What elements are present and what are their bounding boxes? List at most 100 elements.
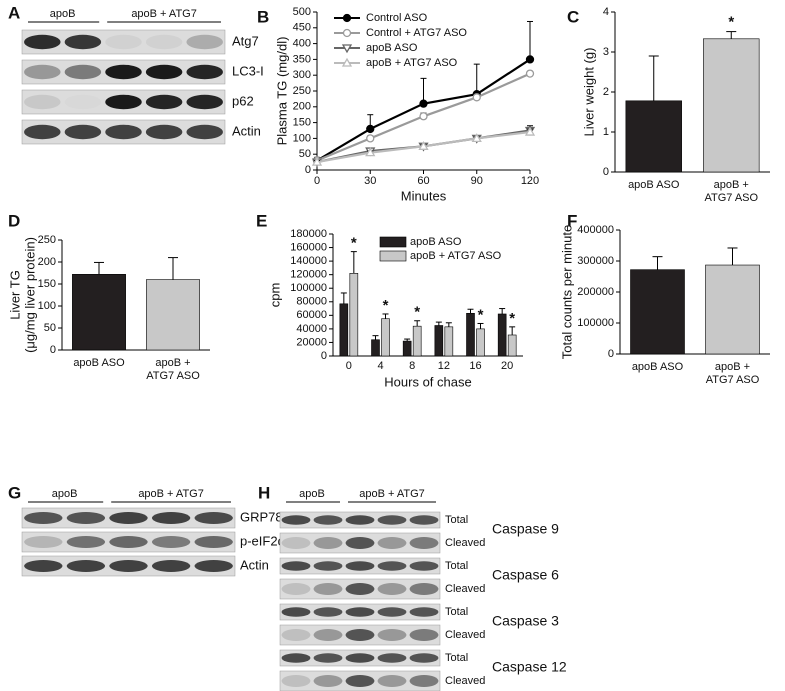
y-tick-label: 0 bbox=[603, 166, 609, 178]
blot-band bbox=[281, 629, 311, 641]
blot-label: Actin bbox=[232, 123, 261, 138]
blot-band bbox=[313, 675, 343, 687]
y-tick-label: 100000 bbox=[290, 282, 327, 294]
y-axis-label: Liver TG bbox=[7, 270, 22, 320]
blot-band bbox=[105, 94, 142, 110]
group-label: apoB bbox=[52, 488, 78, 500]
y-tick-label: 300000 bbox=[577, 255, 614, 267]
marker bbox=[366, 134, 375, 143]
y-tick-label: 140000 bbox=[290, 255, 327, 267]
panel-letter: C bbox=[567, 7, 579, 26]
blot-band bbox=[24, 124, 61, 140]
blot-band bbox=[66, 512, 106, 524]
marker bbox=[472, 93, 481, 102]
y-tick-label: 20000 bbox=[296, 336, 327, 348]
marker bbox=[525, 69, 535, 78]
y-tick-label: 3 bbox=[603, 46, 609, 58]
blot-band bbox=[145, 64, 183, 80]
blot-row-label: Total bbox=[445, 606, 468, 618]
blot-band bbox=[194, 512, 233, 524]
y-tick-label: 0 bbox=[50, 344, 56, 356]
blot-strip bbox=[21, 29, 226, 55]
x-tick-label: 4 bbox=[377, 360, 383, 372]
y-axis-label: (μg/mg liver protein) bbox=[22, 237, 37, 353]
y-tick-label: 100 bbox=[293, 132, 311, 144]
blot-band bbox=[151, 560, 191, 572]
blot-band bbox=[24, 34, 61, 50]
blot-band bbox=[345, 561, 375, 571]
bar bbox=[381, 318, 390, 357]
blot-band bbox=[377, 515, 407, 525]
x-tick-label: 90 bbox=[471, 175, 483, 187]
blot-band bbox=[24, 64, 61, 80]
x-tick-label: 0 bbox=[314, 175, 320, 187]
panel-letter: B bbox=[257, 7, 269, 26]
legend-label: Control ASO bbox=[366, 12, 428, 24]
y-tick-label: 150 bbox=[38, 278, 56, 290]
blot-row-label: Cleaved bbox=[445, 583, 485, 595]
blot-band bbox=[377, 583, 407, 595]
panel-letter: A bbox=[8, 3, 20, 22]
panel-letter: H bbox=[258, 483, 270, 502]
blot-band bbox=[345, 607, 375, 617]
significance-marker: * bbox=[509, 310, 515, 327]
blot-band bbox=[109, 560, 148, 572]
y-tick-label: 250 bbox=[293, 85, 311, 97]
marker bbox=[311, 156, 323, 166]
blot-band bbox=[64, 64, 102, 80]
y-tick-label: 0 bbox=[321, 350, 327, 362]
blot-band bbox=[313, 607, 343, 617]
bar bbox=[476, 328, 485, 357]
bar bbox=[703, 38, 760, 173]
y-tick-label: 350 bbox=[293, 53, 311, 65]
blot-band bbox=[313, 629, 343, 641]
blot-band bbox=[281, 515, 311, 525]
y-tick-label: 100 bbox=[38, 300, 56, 312]
legend-label: Control + ATG7 ASO bbox=[366, 27, 467, 39]
y-tick-label: 40000 bbox=[296, 323, 327, 335]
x-tick-label: 0 bbox=[346, 360, 352, 372]
blot-row-label: Total bbox=[445, 514, 468, 526]
bar bbox=[625, 100, 682, 173]
blot-band bbox=[313, 515, 343, 525]
marker bbox=[366, 124, 375, 134]
bar bbox=[349, 273, 359, 357]
blot-band bbox=[345, 515, 375, 525]
significance-marker: * bbox=[478, 306, 484, 323]
blot-band bbox=[345, 675, 375, 687]
significance-marker: * bbox=[414, 304, 420, 321]
blot-band bbox=[377, 629, 407, 641]
blot-row-label: Cleaved bbox=[445, 629, 485, 641]
blot-band bbox=[409, 607, 439, 617]
y-tick-label: 2 bbox=[603, 86, 609, 98]
blot-band bbox=[66, 536, 106, 548]
x-tick-label: 16 bbox=[469, 360, 481, 372]
blot-band bbox=[65, 95, 102, 109]
blot-band bbox=[345, 583, 375, 595]
blot-band bbox=[105, 64, 142, 80]
x-axis-label: Hours of chase bbox=[384, 374, 471, 389]
blot-band bbox=[109, 512, 148, 524]
y-tick-label: 200 bbox=[38, 256, 56, 268]
group-label: apoB bbox=[50, 8, 76, 20]
protein-label: Caspase 12 bbox=[492, 659, 567, 675]
blot-label: p-eIF2α bbox=[240, 533, 286, 548]
blot-band bbox=[105, 34, 142, 50]
blot-band bbox=[409, 629, 439, 641]
x-tick-label: 60 bbox=[417, 175, 429, 187]
marker bbox=[342, 28, 352, 38]
blot-band bbox=[64, 34, 102, 50]
blot-row-label: Cleaved bbox=[445, 537, 485, 549]
x-axis-label: Minutes bbox=[401, 188, 447, 203]
significance-marker: * bbox=[351, 235, 357, 252]
blot-band bbox=[345, 629, 375, 641]
blot-row-label: Cleaved bbox=[445, 675, 485, 687]
bar bbox=[507, 334, 517, 357]
blot-label: GRP78 bbox=[240, 509, 283, 524]
legend-label: apoB + ATG7 ASO bbox=[366, 57, 458, 69]
blot-band bbox=[186, 34, 223, 50]
blot-row-label: Total bbox=[445, 652, 468, 664]
marker bbox=[471, 133, 482, 143]
x-tick-label: apoB ASO bbox=[73, 357, 125, 369]
